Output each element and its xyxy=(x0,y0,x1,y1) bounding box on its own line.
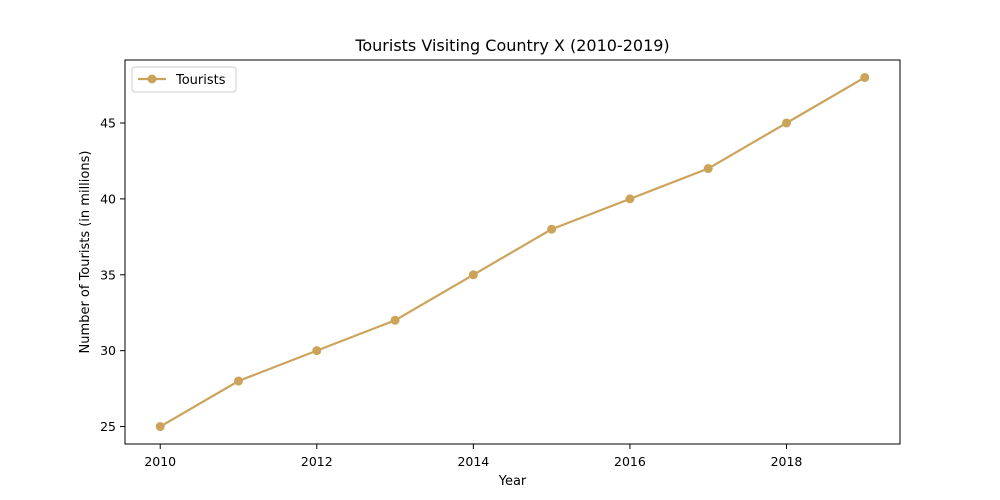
data-point xyxy=(781,118,791,128)
y-tick-label: 25 xyxy=(100,419,116,434)
data-point xyxy=(860,72,870,82)
legend-entry-tourists: Tourists xyxy=(175,73,226,88)
x-axis: 2010 2012 2014 2016 2018 xyxy=(144,444,802,469)
data-point xyxy=(703,164,713,174)
legend-marker-swatch xyxy=(147,74,157,84)
y-tick-label: 30 xyxy=(100,343,116,358)
y-tick-label: 45 xyxy=(100,115,116,130)
data-point xyxy=(312,346,322,356)
x-tick-label: 2010 xyxy=(144,454,176,469)
x-tick-label: 2018 xyxy=(771,454,803,469)
x-tick-label: 2012 xyxy=(301,454,333,469)
data-point xyxy=(547,224,557,234)
x-axis-label: Year xyxy=(498,474,527,489)
data-point xyxy=(155,422,165,432)
x-tick-label: 2014 xyxy=(457,454,489,469)
series-line xyxy=(159,76,866,428)
legend-box xyxy=(131,66,237,93)
plot-frame xyxy=(124,59,901,445)
y-tick-label: 40 xyxy=(100,191,116,206)
data-point xyxy=(625,194,635,204)
data-point xyxy=(390,315,400,325)
series-tourists xyxy=(155,72,870,432)
y-tick-label: 35 xyxy=(100,267,116,282)
chart-title: Tourists Visiting Country X (2010-2019) xyxy=(354,36,669,55)
data-point xyxy=(234,376,244,386)
y-axis-label: Number of Tourists (in millions) xyxy=(78,151,93,354)
y-axis: 25 30 35 40 45 xyxy=(100,115,125,434)
legend: Tourists xyxy=(131,66,237,93)
data-point xyxy=(468,270,478,280)
x-tick-label: 2016 xyxy=(614,454,646,469)
